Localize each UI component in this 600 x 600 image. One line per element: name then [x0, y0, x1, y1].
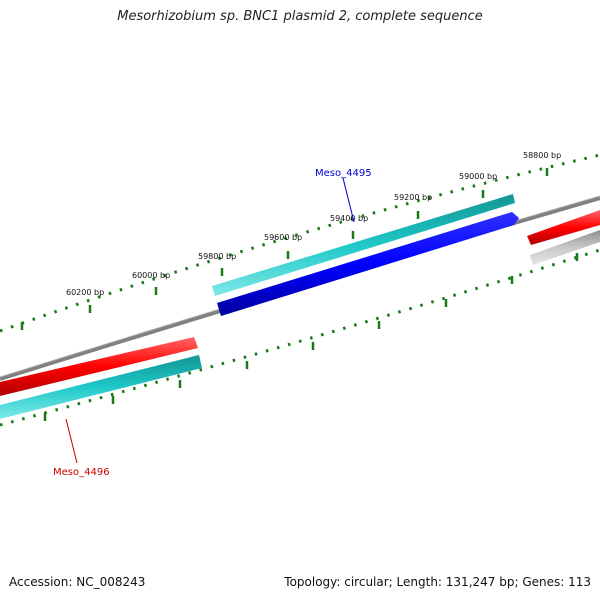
tick-label: 59400 bp	[330, 214, 368, 223]
tick-label: 60200 bp	[66, 288, 104, 297]
gene-feature-cyan-lower	[0, 355, 202, 419]
map-title: Mesorhizobium sp. BNC1 plasmid 2, comple…	[117, 9, 483, 24]
gene-feature-gray	[530, 230, 600, 265]
tick-label: 59600 bp	[264, 233, 302, 242]
gene-feature-red	[0, 337, 198, 396]
tick-label: 60000 bp	[132, 271, 170, 280]
inner-ruler	[0, 248, 600, 427]
gene-label-meso-4495: Meso_4495	[315, 168, 372, 179]
label-leader-meso-4496	[65, 418, 78, 464]
inner-major-ticks	[43, 253, 579, 421]
major-ticks	[20, 168, 549, 330]
gene-feature-red-right	[527, 210, 600, 245]
accession-text: Accession: NC_008243	[9, 575, 146, 589]
tick-label: 58800 bp	[523, 151, 561, 160]
outer-ruler	[0, 153, 600, 333]
gene-feature-cyan	[212, 194, 515, 296]
genome-stats-text: Topology: circular; Length: 131,247 bp; …	[284, 575, 591, 589]
tick-label: 59800 bp	[198, 252, 236, 261]
gene-feature-blue	[217, 212, 519, 316]
gene-label-meso-4496: Meso_4496	[53, 467, 110, 478]
tick-label: 59000 bp	[459, 172, 497, 181]
tick-label: 59200 bp	[394, 193, 432, 202]
label-leader-meso-4495	[342, 177, 355, 223]
